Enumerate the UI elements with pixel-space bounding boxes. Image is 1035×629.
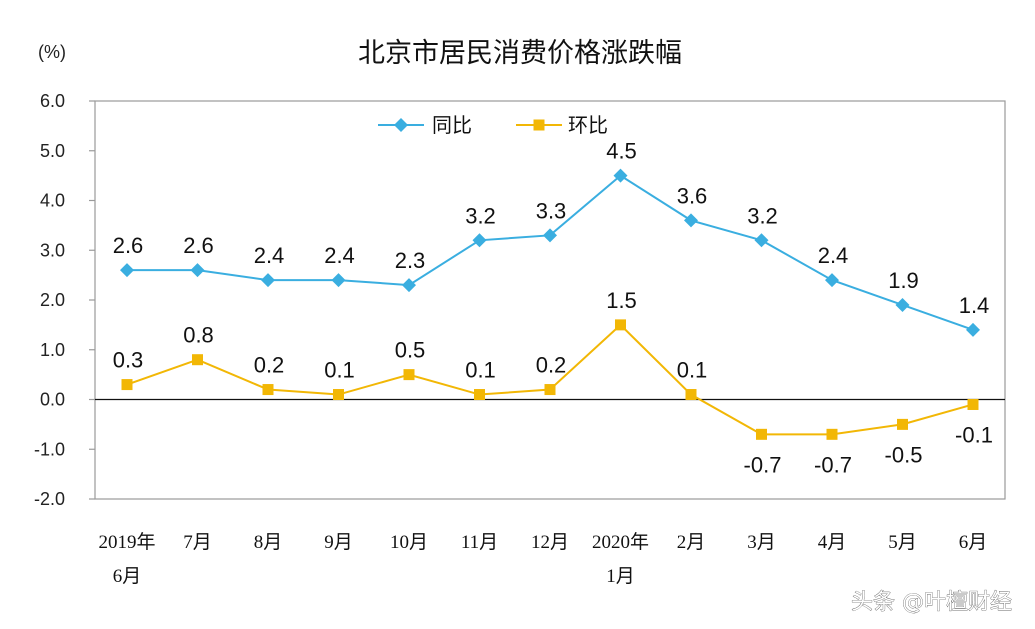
y-axis: 6.0 5.0 4.0 3.0 2.0 1.0 0.0 -1.0 -2.0 (34, 91, 95, 509)
data-point-square (333, 389, 344, 401)
data-point-square (897, 418, 908, 430)
x-tick-label: 2019年 (98, 531, 155, 553)
y-tick-label: 3.0 (40, 240, 65, 260)
plot-area-frame (94, 100, 1006, 500)
data-point-square (262, 384, 274, 396)
x-tick-label: 5月 (888, 532, 917, 553)
series-yoy: 2.6 2.6 2.4 2.4 2.3 3.2 3.3 4.5 3.6 3.2 2.4 1.9 1.4 (113, 139, 990, 337)
data-point-square (826, 428, 838, 440)
series-line (126, 323, 974, 436)
x-tick-label: 4月 (818, 532, 847, 553)
data-point-diamond (966, 322, 980, 337)
data-label: 2.4 (254, 243, 285, 268)
data-label: -0.7 (744, 452, 782, 477)
y-tick-label: 0.0 (40, 390, 65, 410)
legend-item: 环比 (516, 113, 608, 137)
data-label: 2.4 (324, 243, 355, 268)
data-label: -0.7 (814, 452, 852, 477)
y-tick-label: -2.0 (34, 489, 65, 509)
x-tick-label: 11月 (461, 532, 498, 553)
data-label: 3.3 (536, 198, 567, 223)
data-label: -0.1 (955, 422, 993, 447)
data-point-diamond (543, 228, 557, 243)
data-label: 2.4 (818, 243, 849, 268)
data-label: 2.3 (395, 248, 426, 273)
x-tick-label: 8月 (254, 532, 283, 553)
x-tick-label: 6月 (113, 566, 142, 587)
watermark: 头条 @叶檀财经 (851, 590, 1012, 615)
data-point-diamond (684, 213, 698, 228)
x-axis: 2019年 6月 7月 8月 9月 10月 11月 12月 2020年 1月 2月 3月 4月 5月 6月 (98, 531, 987, 587)
data-label: 0.2 (254, 353, 285, 378)
data-point-square (615, 319, 626, 331)
y-tick-label: 4.0 (40, 191, 65, 211)
x-tick-label: 3月 (747, 532, 776, 553)
data-point-diamond (331, 273, 346, 288)
data-point-square (685, 389, 697, 401)
data-label: -0.5 (885, 442, 923, 467)
data-label: 1.4 (959, 293, 990, 318)
y-tick-label: 5.0 (40, 141, 65, 161)
x-tick-label: 1月 (606, 566, 635, 587)
legend: 同比 环比 (378, 113, 608, 137)
legend-label: 同比 (432, 113, 472, 137)
data-label: 0.1 (677, 358, 708, 383)
legend-marker (533, 119, 545, 131)
data-label: 1.5 (606, 288, 637, 313)
data-point-square (756, 428, 767, 440)
x-tick-label: 6月 (959, 532, 988, 553)
data-label: 0.2 (536, 353, 567, 378)
x-tick-label: 2月 (677, 532, 706, 553)
data-point-square (121, 379, 133, 391)
data-point-diamond (472, 233, 487, 248)
data-label: 3.6 (677, 183, 708, 208)
data-point-diamond (825, 273, 839, 288)
data-point-diamond (120, 263, 134, 278)
data-point-square (967, 398, 979, 410)
y-tick-label: 6.0 (40, 91, 65, 111)
data-point-diamond (613, 168, 628, 183)
series-mom: 0.3 0.8 0.2 0.1 0.5 0.1 0.2 1.5 0.1 -0.7 -0.7 -0.5 -… (113, 288, 993, 477)
data-label: 2.6 (113, 233, 144, 258)
data-point-diamond (895, 297, 910, 312)
data-label: 2.6 (183, 233, 214, 258)
x-tick-label: 9月 (324, 532, 353, 553)
data-label: 4.5 (606, 139, 637, 164)
x-tick-label: 2020年 (592, 531, 649, 553)
data-label: 0.5 (395, 338, 426, 363)
x-tick-label: 7月 (183, 532, 212, 553)
y-axis-unit-label: (%) (38, 42, 66, 62)
data-point-square (474, 389, 485, 401)
series-layer: 2.6 2.6 2.4 2.4 2.33.2 3.34.53.63.22.41.91.40… (113, 139, 993, 478)
y-tick-label: 2.0 (40, 290, 65, 310)
chart-title: 北京市居民消费价格涨跌幅 (358, 38, 682, 69)
legend-marker (394, 118, 408, 132)
legend-item: 同比 (378, 113, 472, 137)
y-tick-label: -1.0 (34, 439, 65, 459)
data-point-square (403, 369, 415, 381)
data-label: 0.1 (324, 358, 355, 383)
data-label: 0.8 (183, 323, 214, 348)
data-label: 3.2 (747, 203, 778, 228)
data-point-diamond (754, 233, 769, 248)
data-label: 1.9 (888, 268, 919, 293)
y-tick-label: 1.0 (40, 340, 65, 360)
data-point-diamond (402, 278, 416, 293)
x-tick-label: 12月 (531, 532, 569, 553)
legend-label: 环比 (568, 113, 608, 137)
data-point-diamond (261, 273, 275, 288)
data-point-diamond (190, 263, 205, 278)
x-tick-label: 10月 (390, 532, 428, 553)
data-label: 3.2 (465, 203, 496, 228)
data-label: 0.3 (113, 348, 144, 373)
data-point-square (192, 354, 203, 366)
data-label: 0.1 (465, 358, 496, 383)
data-point-square (544, 384, 556, 396)
